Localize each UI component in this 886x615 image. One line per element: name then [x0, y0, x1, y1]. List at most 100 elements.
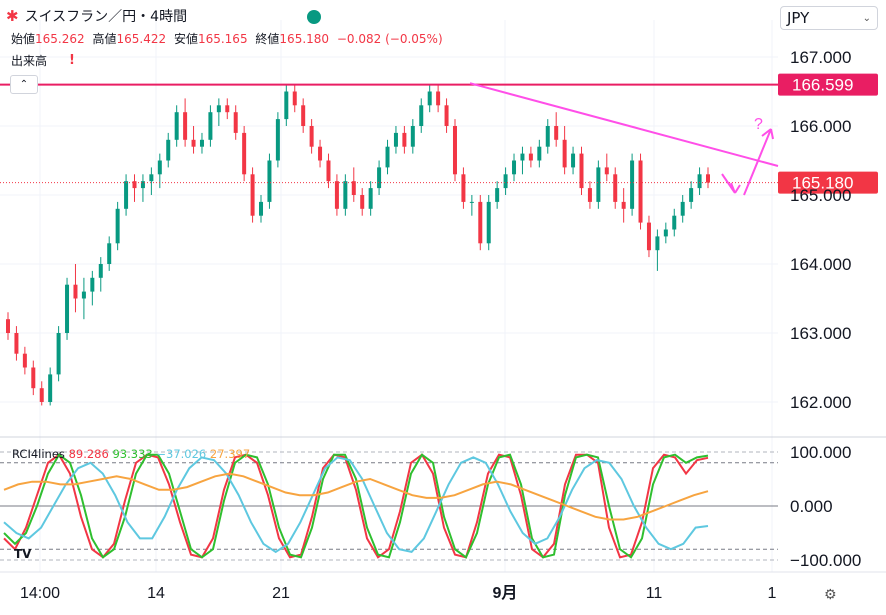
tradingview-logo-icon[interactable]: TV	[14, 547, 32, 561]
candle-body	[452, 126, 457, 175]
candle-body	[242, 132, 247, 175]
candle-body	[596, 167, 601, 202]
candle-body	[351, 181, 356, 195]
candle-body	[233, 112, 238, 133]
price-tick: 165.000	[790, 186, 851, 205]
candle-body	[528, 153, 533, 161]
candle-body	[579, 153, 584, 189]
candle-body	[368, 188, 373, 209]
time-tick: 14:00	[20, 585, 60, 602]
candle-body	[436, 91, 441, 106]
low-label: 安値	[173, 32, 198, 46]
rci-legend[interactable]: RCI4lines 89.286 93.333 −37.026 27.397	[12, 447, 250, 461]
volume-indicator[interactable]: 出来高 !	[11, 52, 75, 69]
price-tick: 162.000	[790, 393, 851, 412]
candle-body	[554, 126, 559, 140]
time-tick: 9月	[493, 584, 518, 602]
candle-body	[250, 174, 255, 216]
candle-body	[638, 160, 643, 223]
price-tick: 167.000	[790, 48, 851, 67]
candle-body	[326, 160, 331, 182]
candle-body	[537, 146, 542, 161]
chevron-down-icon: ⌄	[862, 12, 871, 24]
candle-body	[427, 91, 432, 106]
candle-body	[115, 208, 120, 244]
candle-body	[216, 105, 221, 113]
up-arrow	[743, 128, 774, 196]
candle-body	[6, 319, 10, 333]
rci-value-2: 93.333	[112, 447, 153, 461]
candle-body	[208, 112, 213, 140]
symbol-logo-icon: ✱	[6, 7, 19, 25]
green-dot-icon	[307, 10, 321, 24]
candle-body	[512, 160, 517, 175]
candle-body	[334, 181, 339, 209]
candle-body	[90, 277, 95, 292]
candle-body	[174, 112, 179, 140]
close-value: 165.180	[279, 32, 330, 46]
close-label: 終値	[255, 32, 280, 46]
candle-body	[98, 264, 103, 278]
candle-body	[444, 105, 449, 126]
candle-body	[292, 91, 297, 106]
candle-body	[275, 119, 280, 161]
rci-value-3: −37.026	[156, 447, 207, 461]
warning-icon[interactable]: !	[69, 53, 75, 68]
price-tick: 164.000	[790, 255, 851, 274]
currency-value: JPY	[787, 9, 810, 27]
candle-body	[520, 153, 525, 161]
rci-line-2	[3, 453, 709, 559]
candle-body	[621, 201, 626, 209]
rci-line-3	[3, 456, 709, 554]
candle-body	[478, 201, 483, 244]
open-label: 始値	[11, 32, 36, 46]
high-value: 165.422	[116, 32, 167, 46]
rci-value-4: 27.397	[209, 447, 251, 461]
rci-value-1: 89.286	[68, 447, 109, 461]
down-arrow	[721, 173, 741, 194]
volume-label: 出来高	[11, 54, 48, 68]
rci-line-4	[3, 472, 709, 521]
high-label: 高値	[92, 32, 117, 46]
candle-body	[545, 126, 550, 147]
candle-body	[385, 146, 390, 168]
collapse-button[interactable]: ⌃	[10, 75, 38, 94]
rci-name: RCI4lines	[12, 447, 65, 461]
change-value: −0.082 (−0.05%)	[336, 32, 443, 46]
chart-grid	[0, 20, 886, 573]
candle-body	[301, 105, 306, 126]
candle-body	[157, 160, 162, 175]
trend-line	[469, 82, 779, 167]
candle-body	[495, 188, 500, 202]
candle-body	[410, 126, 415, 147]
candle-body	[646, 222, 651, 251]
candle-body	[672, 215, 677, 230]
time-tick: 1	[768, 585, 777, 602]
candle-body	[81, 291, 86, 299]
time-tick: 11	[646, 585, 663, 602]
currency-select[interactable]: JPY ⌄	[780, 6, 878, 30]
candle-body	[706, 174, 710, 183]
rci-tick: −100.000	[790, 551, 861, 570]
candle-body	[680, 201, 685, 216]
candle-body	[689, 188, 694, 202]
candle-body	[199, 139, 204, 147]
candle-body	[604, 167, 609, 175]
time-tick: 21	[272, 585, 290, 602]
question-mark: ?	[754, 116, 763, 133]
candle-body	[31, 367, 36, 389]
candle-body	[149, 174, 154, 182]
candle-body	[663, 229, 668, 237]
candle-body	[343, 181, 348, 209]
symbol-header[interactable]: ✱ スイスフラン／円・4時間	[6, 6, 187, 26]
settings-icon[interactable]: ⚙	[824, 587, 837, 603]
symbol-title: スイスフラン／円・4時間	[24, 9, 188, 25]
candle-body	[183, 112, 188, 140]
price-tick: 166.000	[790, 117, 851, 136]
candle-body	[613, 174, 618, 202]
last-price-label: 165.180	[792, 174, 853, 193]
rci-tick: 100.000	[790, 443, 851, 462]
candle-body	[107, 243, 112, 264]
candle-body	[191, 139, 196, 147]
